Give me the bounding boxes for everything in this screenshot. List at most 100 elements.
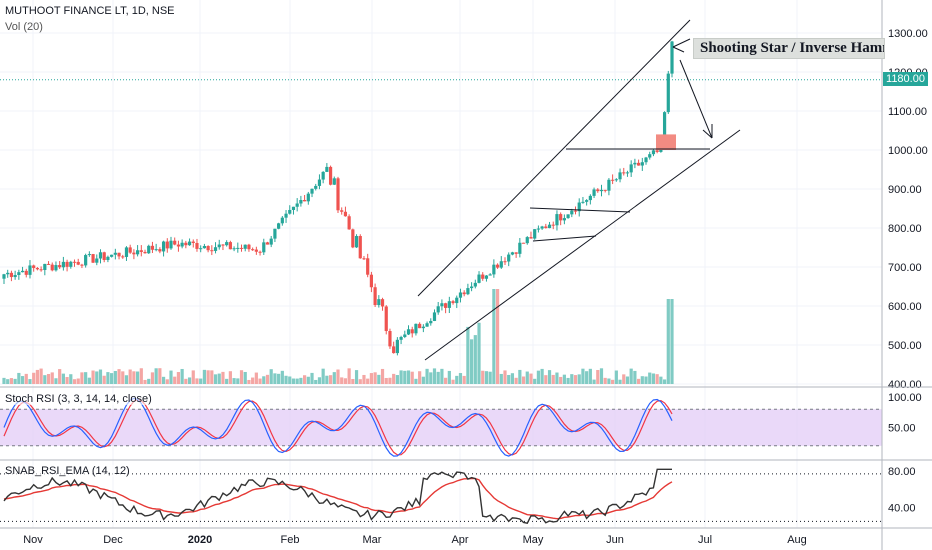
volume-bar: [566, 377, 570, 384]
candle-body: [306, 193, 310, 202]
candle-body: [247, 244, 251, 250]
volume-bar: [581, 368, 585, 384]
y-tick-label: 600.00: [888, 301, 922, 313]
rsi-ema-line: [3, 477, 673, 520]
volume-bar: [577, 374, 581, 384]
volume-bar: [295, 378, 299, 384]
candle-body: [43, 263, 47, 271]
volume-bar: [91, 370, 95, 384]
candle-body: [325, 166, 329, 172]
volume-bar: [585, 371, 589, 384]
candle-body: [6, 272, 10, 275]
candle-body: [429, 320, 433, 324]
volume-bar: [462, 375, 466, 384]
volume-bar: [213, 374, 218, 384]
volume-bar: [13, 378, 17, 384]
candle-body: [570, 210, 574, 215]
volume-bar: [525, 371, 529, 384]
volume-bar: [317, 377, 322, 384]
candle-body: [492, 264, 496, 275]
candle-body: [421, 326, 425, 329]
candle-body: [58, 265, 62, 268]
volume-bar: [2, 377, 6, 384]
y-tick-label: 800.00: [888, 223, 922, 235]
volume-bar: [629, 368, 633, 384]
volume-bar: [640, 376, 644, 384]
candle-body: [521, 242, 526, 244]
candle-body: [392, 346, 396, 354]
volume-bar: [351, 379, 355, 384]
stoch-tick-label: 50.00: [888, 423, 916, 435]
volume-bar: [17, 372, 21, 384]
candle-body: [343, 211, 348, 217]
volume-bar: [132, 371, 136, 384]
volume-bar: [495, 289, 500, 384]
candle-body: [76, 261, 80, 265]
volume-bar: [24, 373, 28, 384]
volume-bar: [588, 368, 592, 384]
volume-bar: [514, 377, 518, 384]
candle-body: [373, 287, 377, 306]
candle-body: [65, 261, 69, 267]
x-tick-label: 2020: [188, 534, 212, 546]
volume-bar: [507, 374, 511, 384]
volume-bar: [225, 378, 229, 384]
candle-body: [221, 244, 225, 246]
volume-title: Vol (20): [5, 21, 43, 33]
volume-bar: [625, 376, 630, 384]
volume-bar: [614, 370, 618, 384]
candle-body: [481, 274, 485, 279]
volume-bar: [544, 375, 548, 384]
volume-bar: [536, 370, 540, 384]
volume-bar: [529, 373, 533, 384]
candle-body: [462, 292, 466, 295]
candle-body: [477, 274, 481, 283]
candle-body: [507, 254, 511, 262]
volume-bar: [648, 372, 652, 384]
lower-channel-line: [424, 129, 741, 361]
candle-body: [161, 241, 166, 252]
volume-bar: [510, 373, 515, 384]
rsi-tick-label: 40.00: [888, 503, 916, 515]
volume-bar: [540, 368, 544, 384]
candle-body: [102, 252, 106, 260]
candle-body: [236, 247, 240, 249]
volume-bar: [343, 378, 348, 384]
candle-body: [13, 274, 17, 278]
volume-bar: [406, 370, 411, 384]
volume-bar: [447, 370, 451, 384]
candle-body: [518, 242, 522, 254]
candle-body: [380, 299, 385, 307]
volume-bar: [46, 373, 51, 384]
rsi-line: [3, 468, 672, 524]
candle-body: [39, 269, 43, 271]
candle-body: [544, 226, 548, 229]
volume-bar: [306, 376, 310, 384]
candle-body: [369, 274, 373, 288]
last-price-tag: 1180.00: [883, 72, 928, 86]
candle-body: [436, 306, 440, 313]
volume-bar: [76, 378, 80, 384]
x-tick-label: Nov: [23, 534, 43, 546]
candle-body: [113, 252, 117, 255]
upper-channel-line: [417, 19, 691, 297]
volume-bar: [206, 370, 210, 384]
volume-bar: [432, 368, 437, 384]
volume-bar: [421, 376, 425, 384]
volume-bar: [243, 371, 247, 384]
volume-bar: [425, 368, 429, 384]
volume-bar: [251, 377, 255, 384]
candle-body: [640, 162, 644, 166]
shooting-star-annotation[interactable]: Shooting Star / Inverse Hammer: [693, 38, 885, 59]
volume-bar: [592, 379, 596, 384]
volume-bar: [9, 378, 14, 384]
candle-body: [121, 256, 125, 258]
candle-body: [581, 201, 585, 203]
candle-body: [143, 251, 147, 254]
candle-body: [95, 258, 99, 263]
candle-body: [447, 301, 451, 308]
candle-body: [358, 236, 362, 259]
volume-bar: [72, 379, 77, 384]
